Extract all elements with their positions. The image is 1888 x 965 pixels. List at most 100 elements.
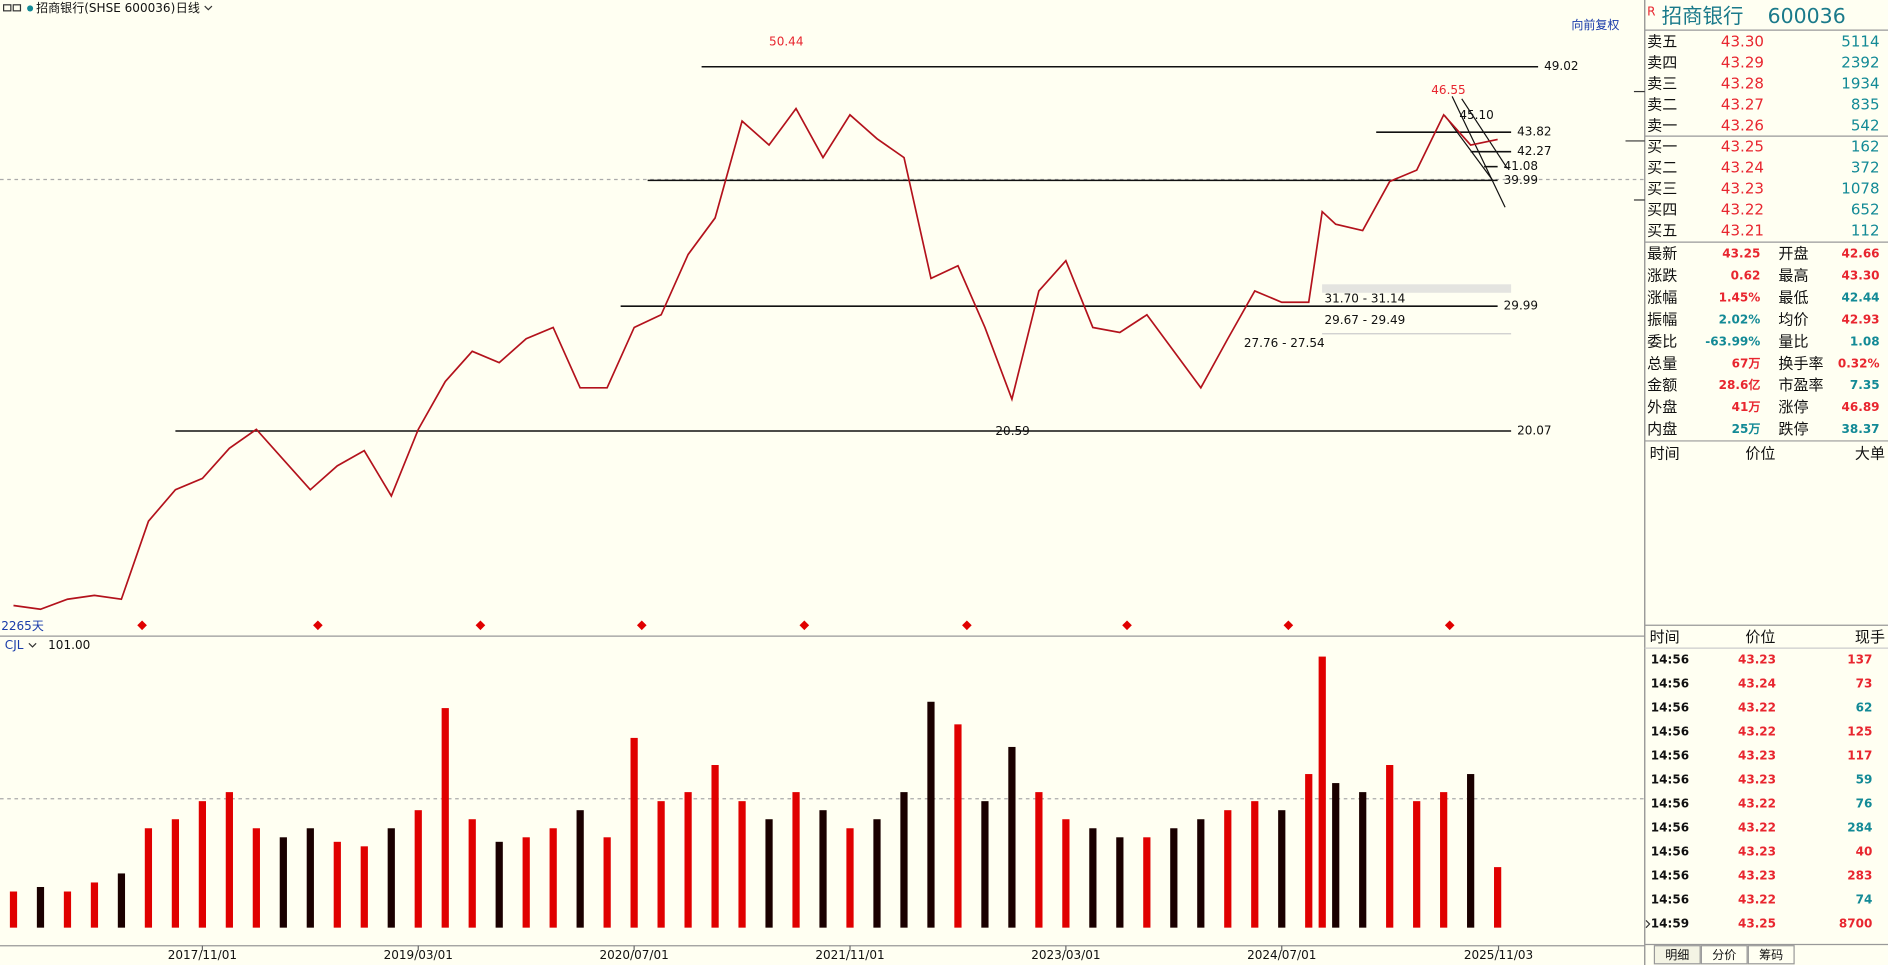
volume-bar — [954, 724, 962, 928]
toolbar-icon[interactable] — [3, 4, 12, 12]
trade-volume: 283 — [1847, 868, 1872, 882]
book-price: 43.28 — [1721, 75, 1764, 93]
stat-label: 涨跌 — [1647, 267, 1677, 285]
book-label: 卖五 — [1647, 33, 1677, 51]
volume-bar — [1251, 801, 1259, 928]
signal-marker — [1283, 620, 1294, 631]
book-volume: 652 — [1851, 200, 1880, 218]
volume-bar — [792, 792, 800, 928]
trade-time: 14:56 — [1651, 677, 1689, 691]
book-label: 卖二 — [1647, 96, 1677, 114]
trade-price: 43.23 — [1738, 653, 1776, 667]
volume-bar — [765, 819, 773, 928]
level-label: 42.27 — [1517, 144, 1551, 158]
volume-bar — [1318, 656, 1326, 928]
price-annotation: 46.55 — [1431, 83, 1465, 97]
trade-volume: 137 — [1847, 653, 1872, 667]
stat-value: -63.99% — [1705, 334, 1760, 348]
volume-bar — [576, 810, 584, 928]
book-label: 买三 — [1647, 179, 1677, 197]
tab[interactable] — [1653, 945, 1701, 965]
book-price: 43.22 — [1721, 200, 1764, 218]
volume-bar — [1440, 792, 1448, 928]
volume-bar — [441, 708, 449, 928]
trade-price: 43.23 — [1738, 749, 1776, 763]
book-volume: 372 — [1851, 158, 1880, 176]
trade-volume: 73 — [1856, 677, 1873, 691]
x-tick-label: 2024/07/01 — [1247, 948, 1316, 962]
book-volume: 1078 — [1841, 179, 1879, 197]
indicator-name[interactable]: CJL — [5, 638, 24, 652]
volume-bar — [333, 841, 341, 928]
book-volume: 542 — [1851, 117, 1880, 135]
book-price: 43.25 — [1721, 137, 1764, 155]
signal-marker — [1444, 620, 1455, 631]
tab[interactable] — [1700, 945, 1748, 965]
adjust-label[interactable]: 向前复权 — [1571, 17, 1619, 32]
price-line — [13, 106, 1498, 611]
volume-bar — [1008, 746, 1016, 928]
stat-label: 涨停 — [1778, 398, 1808, 416]
volume-bar — [1062, 819, 1070, 928]
stat-value: 41万 — [1732, 400, 1761, 414]
dropdown-chevron[interactable] — [204, 5, 213, 11]
tab-label[interactable]: 筹码 — [1759, 948, 1783, 962]
trade-price: 43.22 — [1738, 701, 1776, 715]
tab[interactable] — [1747, 945, 1795, 965]
x-tick-label: 2025/11/03 — [1464, 948, 1533, 962]
volume-bar — [1467, 774, 1475, 928]
volume-bar — [522, 837, 530, 928]
toolbar-icon[interactable] — [12, 4, 22, 12]
stat-value: 1.45% — [1719, 291, 1761, 305]
stat-label: 最新 — [1647, 245, 1677, 263]
trend-line — [1461, 98, 1509, 169]
stat-label: 金额 — [1647, 376, 1677, 394]
volume-bar — [387, 828, 395, 928]
volume-bar — [1089, 828, 1097, 928]
trade-volume: 74 — [1856, 892, 1873, 906]
column-header: 时间 — [1650, 445, 1680, 463]
level-label: 29.99 — [1504, 299, 1538, 313]
volume-bar — [927, 701, 935, 928]
dropdown-chevron[interactable] — [28, 642, 37, 648]
stat-label: 量比 — [1778, 332, 1808, 350]
range-band — [1322, 284, 1512, 293]
level-label: 43.82 — [1517, 125, 1551, 139]
tab-label[interactable]: 明细 — [1665, 948, 1689, 962]
trade-time: 14:56 — [1651, 725, 1689, 739]
volume-bar — [1035, 792, 1043, 928]
column-header: 价位 — [1745, 628, 1775, 646]
column-header: 时间 — [1650, 628, 1680, 646]
book-volume: 835 — [1851, 96, 1880, 114]
volume-bar — [603, 837, 611, 928]
volume-bar — [225, 792, 233, 928]
column-header: 大单 — [1855, 445, 1885, 463]
stock-code: 600036 — [1768, 4, 1846, 28]
price-annotation: 50.44 — [769, 35, 803, 49]
trade-price: 43.24 — [1738, 677, 1776, 691]
volume-bar — [1278, 810, 1286, 928]
trade-time: 14:56 — [1651, 749, 1689, 763]
volume-bar — [1197, 819, 1205, 928]
stat-label: 跌停 — [1778, 420, 1808, 438]
trade-price: 43.23 — [1738, 773, 1776, 787]
volume-bar — [1332, 783, 1340, 928]
status-dot — [27, 5, 34, 12]
trade-time: 14:56 — [1651, 868, 1689, 882]
x-tick-label: 2023/03/01 — [1031, 948, 1100, 962]
signal-marker — [475, 620, 486, 631]
level-label: 49.02 — [1544, 59, 1578, 73]
volume-bar — [900, 792, 908, 928]
tab-label[interactable]: 分价 — [1712, 948, 1736, 962]
days-label: 2265天 — [1, 619, 44, 633]
volume-bar — [495, 841, 503, 928]
book-label: 卖一 — [1647, 117, 1677, 135]
volume-bar — [1224, 810, 1232, 928]
volume-bar — [1116, 837, 1124, 928]
trade-time: 14:56 — [1651, 821, 1689, 835]
book-label: 买四 — [1647, 200, 1677, 218]
trade-time: 14:56 — [1651, 701, 1689, 715]
period-selector[interactable]: 日线 — [176, 1, 200, 15]
